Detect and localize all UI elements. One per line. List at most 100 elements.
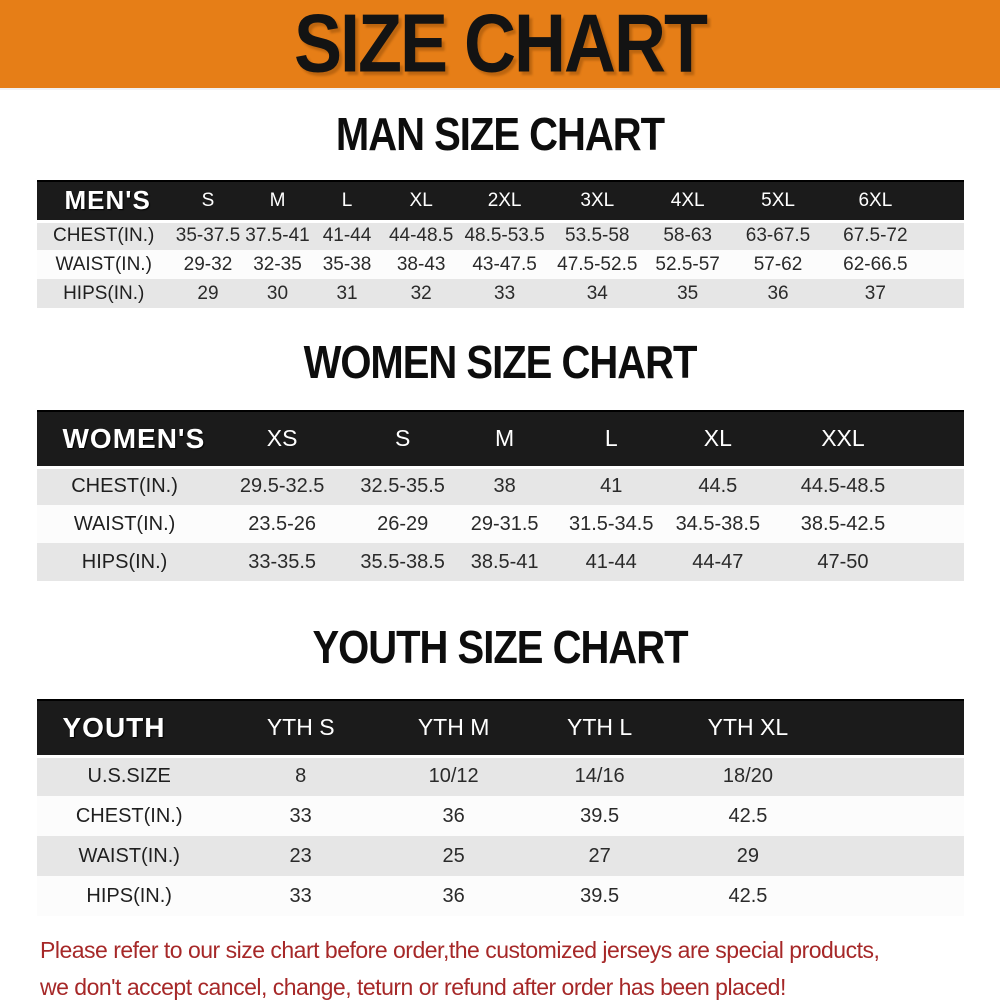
row-label: WAIST(IN.)	[55, 253, 152, 275]
youth-size-table: YOUTH YTH S YTH M YTH L YTH XL U.S.SIZE …	[36, 699, 964, 916]
table-cell: 29	[736, 844, 760, 867]
youth-col-xl: YTH XL	[671, 699, 825, 758]
table-cell: 47-50	[817, 550, 869, 573]
women-waist-row: WAIST(IN.) 23.5-26 26-29 29-31.5 31.5-34…	[36, 505, 964, 543]
table-cell: 27	[588, 844, 611, 867]
table-cell: 48.5-53.5	[464, 225, 545, 247]
table-cell: 35	[677, 282, 699, 304]
table-cell: 38.5-42.5	[800, 512, 886, 535]
order-disclaimer: Please refer to our size chart before or…	[40, 932, 1000, 1000]
youth-col-l: YTH L	[527, 699, 672, 758]
man-col-5xl: 5XL	[731, 180, 825, 223]
table-cell: 44-48.5	[388, 225, 454, 247]
women-section-title: WOMEN SIZE CHART	[0, 337, 1000, 392]
man-col-3xl: 3XL	[550, 180, 644, 223]
youth-section-title-text: YOUTH SIZE CHART	[312, 622, 688, 674]
women-size-section: WOMEN SIZE CHART WOMEN'S XS S M L XL XXL…	[0, 337, 1000, 581]
table-cell: 14/16	[574, 765, 625, 788]
man-header-row: MEN'S S M L XL 2XL 3XL 4XL 5XL 6XL	[36, 180, 964, 223]
spacer-cell	[917, 543, 963, 581]
women-col-xl: XL	[666, 410, 769, 469]
disclaimer-line-2: we don't accept cancel, change, teturn o…	[40, 974, 786, 1000]
women-corner-label: WOMEN'S	[36, 410, 213, 469]
man-size-table: MEN'S S M L XL 2XL 3XL 4XL 5XL 6XL CHEST…	[36, 180, 964, 308]
table-cell: 29.5-32.5	[239, 475, 325, 498]
table-cell: 42.5	[728, 884, 768, 907]
table-cell: 47.5-52.5	[557, 253, 638, 275]
table-cell: 25	[442, 844, 465, 867]
spacer-cell	[926, 279, 963, 308]
row-label: WAIST(IN.)	[78, 844, 180, 867]
man-chest-row: CHEST(IN.) 35-37.5 37.5-41 41-44 44-48.5…	[36, 221, 964, 250]
table-cell: 29-32	[183, 253, 233, 275]
table-cell: 29-31.5	[470, 512, 539, 535]
youth-ussize-row: U.S.SIZE 8 10/12 14/16 18/20	[36, 756, 964, 796]
women-col-l: L	[555, 410, 667, 469]
spacer-cell	[926, 250, 963, 279]
table-cell: 10/12	[428, 765, 479, 788]
table-cell: 31.5-34.5	[568, 512, 654, 535]
women-section-title-text: WOMEN SIZE CHART	[303, 337, 698, 389]
women-col-xxl: XXL	[768, 410, 918, 469]
spacer-cell	[926, 180, 964, 223]
spacer-cell	[824, 876, 963, 916]
table-cell: 43-47.5	[472, 253, 537, 275]
table-cell: 39.5	[580, 884, 620, 907]
table-cell: 41	[600, 475, 623, 498]
table-cell: 58-63	[663, 225, 712, 247]
row-label: WAIST(IN.)	[73, 512, 176, 535]
table-cell: 31	[336, 282, 358, 304]
table-cell: 34.5-38.5	[675, 512, 761, 535]
table-cell: 23	[289, 844, 312, 867]
man-hips-row: HIPS(IN.) 29 30 31 32 33 34 35 36 37	[36, 279, 964, 308]
table-cell: 35-37.5	[175, 225, 241, 247]
table-cell: 33	[494, 282, 516, 304]
spacer-cell	[917, 410, 964, 469]
table-cell: 35-38	[322, 253, 372, 275]
spacer-cell	[917, 505, 963, 543]
table-cell: 37	[864, 282, 886, 304]
table-cell: 33	[289, 884, 312, 907]
table-cell: 35.5-38.5	[360, 550, 445, 573]
table-cell: 36	[442, 884, 465, 907]
women-chest-row: CHEST(IN.) 29.5-32.5 32.5-35.5 38 41 44.…	[36, 467, 964, 505]
table-cell: 57-62	[753, 253, 803, 275]
man-col-m: M	[245, 180, 310, 223]
women-col-s: S	[351, 410, 454, 469]
youth-col-s: YTH S	[221, 699, 380, 758]
man-col-6xl: 6XL	[824, 180, 927, 223]
man-corner-label: MEN'S	[36, 180, 171, 223]
youth-header-row: YOUTH YTH S YTH M YTH L YTH XL	[36, 699, 964, 758]
women-header-row: WOMEN'S XS S M L XL XXL	[36, 410, 964, 469]
spacer-cell	[824, 756, 963, 796]
man-col-xl: XL	[384, 180, 459, 223]
row-label: CHEST(IN.)	[75, 804, 183, 827]
table-cell: 36	[767, 282, 789, 304]
row-label: U.S.SIZE	[87, 765, 171, 788]
youth-corner-label: YOUTH	[36, 699, 222, 758]
table-cell: 53.5-58	[565, 225, 630, 247]
size-chart-banner: SIZE CHART	[0, 0, 1000, 90]
women-col-xs: XS	[212, 410, 352, 469]
man-col-4xl: 4XL	[643, 180, 732, 223]
table-cell: 41-44	[322, 225, 372, 247]
table-cell: 44.5	[698, 475, 738, 498]
table-cell: 33	[289, 804, 312, 827]
youth-col-m: YTH M	[379, 699, 528, 758]
table-cell: 23.5-26	[248, 512, 317, 535]
spacer-cell	[824, 836, 963, 876]
man-section-title-text: MAN SIZE CHART	[335, 109, 665, 161]
table-cell: 52.5-57	[655, 253, 720, 275]
spacer-cell	[926, 221, 963, 250]
table-cell: 44-47	[692, 550, 744, 573]
table-cell: 32-35	[253, 253, 302, 275]
man-size-section: MAN SIZE CHART MEN'S S M L XL 2XL 3XL 4X…	[0, 109, 1000, 308]
man-col-s: S	[170, 180, 246, 223]
table-cell: 67.5-72	[843, 225, 908, 247]
disclaimer-line-1: Please refer to our size chart before or…	[40, 937, 880, 963]
man-col-2xl: 2XL	[458, 180, 551, 223]
table-cell: 32	[410, 282, 432, 304]
table-cell: 36	[442, 804, 465, 827]
table-cell: 38	[493, 475, 516, 498]
table-cell: 62-66.5	[843, 253, 908, 275]
